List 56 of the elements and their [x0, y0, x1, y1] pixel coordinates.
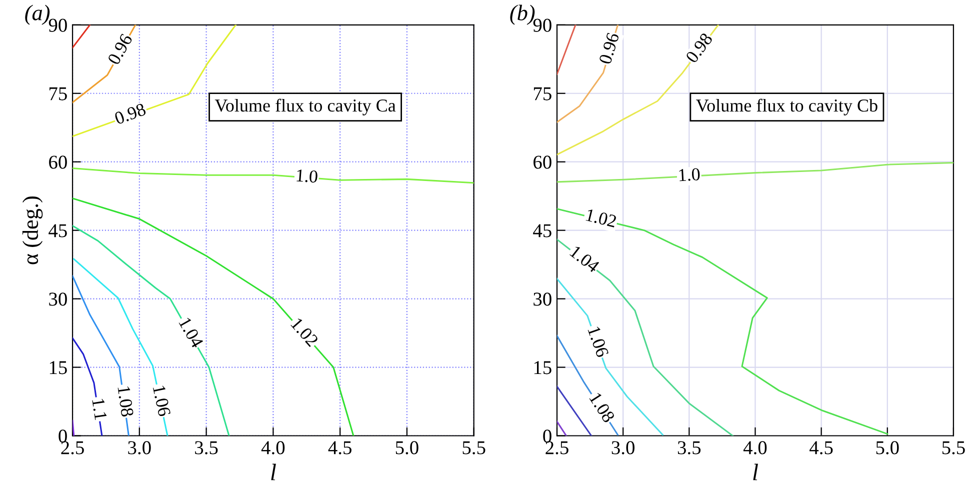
x-tick-label: 5.0	[396, 441, 418, 454]
y-tick-label: 60	[49, 156, 67, 169]
x-tick-label: 3.5	[195, 441, 218, 454]
annotation: Volume flux to cavity Cb	[696, 98, 878, 116]
text: 1.06	[588, 326, 609, 358]
x-tick-label: 2.5	[546, 441, 568, 454]
y-tick-label: 75	[50, 87, 67, 100]
y-tick-label: 30	[49, 292, 67, 306]
line-series	[556, 208, 888, 435]
y-tick-label: 30	[534, 292, 552, 306]
y-tick-label: 15	[50, 361, 67, 374]
y-tick-label: 90	[48, 18, 67, 32]
annotation: Volume flux to cavity Ca	[214, 98, 396, 116]
chart-title: (a)	[25, 4, 50, 25]
y-tick-label: 75	[534, 87, 552, 100]
x-tick-label: 5.5	[942, 441, 965, 454]
y-axis-title: α (deg.)	[22, 196, 43, 264]
text: 1.04	[178, 316, 204, 349]
text: 0.98	[114, 102, 146, 125]
x-tick-label: 3.0	[612, 441, 634, 454]
text: 1.02	[290, 317, 319, 348]
chart-title: (b)	[510, 4, 535, 25]
text: 0.96	[598, 32, 620, 65]
x-axis-title: l	[271, 464, 276, 480]
line-series	[72, 167, 474, 184]
y-tick-label: 45	[533, 224, 552, 238]
series-label: 1.0	[296, 169, 318, 183]
text: 0.96	[107, 32, 133, 66]
y-tick-label: 0	[543, 430, 552, 443]
text: 1.08	[589, 392, 616, 424]
y-tick-label: 0	[58, 430, 67, 443]
line-series	[556, 162, 954, 183]
line-series	[72, 198, 354, 436]
text: 1.04	[569, 245, 600, 274]
x-tick-label: 2.5	[61, 441, 84, 454]
text: 1.08	[118, 386, 134, 417]
y-tick-label: 45	[48, 224, 67, 238]
x-tick-label: 4.5	[328, 441, 352, 454]
text: 1.02	[586, 208, 617, 228]
x-tick-label: 5.0	[876, 441, 899, 454]
y-tick-label: 90	[533, 18, 552, 32]
y-tick-label: 15	[534, 361, 552, 374]
x-tick-label: 5.5	[462, 441, 486, 454]
series-label: 1.0	[679, 168, 700, 182]
x-axis-title: l	[753, 464, 758, 480]
line-series	[72, 224, 230, 436]
y-tick-label: 60	[534, 156, 552, 169]
text: 0.98	[685, 32, 714, 64]
x-tick-label: 3.5	[678, 441, 701, 454]
text: 1.06	[152, 385, 171, 417]
x-tick-label: 4.0	[261, 441, 285, 454]
x-tick-label: 4.5	[810, 441, 833, 454]
text: 1.1	[92, 398, 107, 420]
x-tick-label: 4.0	[743, 441, 767, 454]
line-series	[556, 238, 734, 436]
x-tick-label: 3.0	[128, 441, 151, 454]
